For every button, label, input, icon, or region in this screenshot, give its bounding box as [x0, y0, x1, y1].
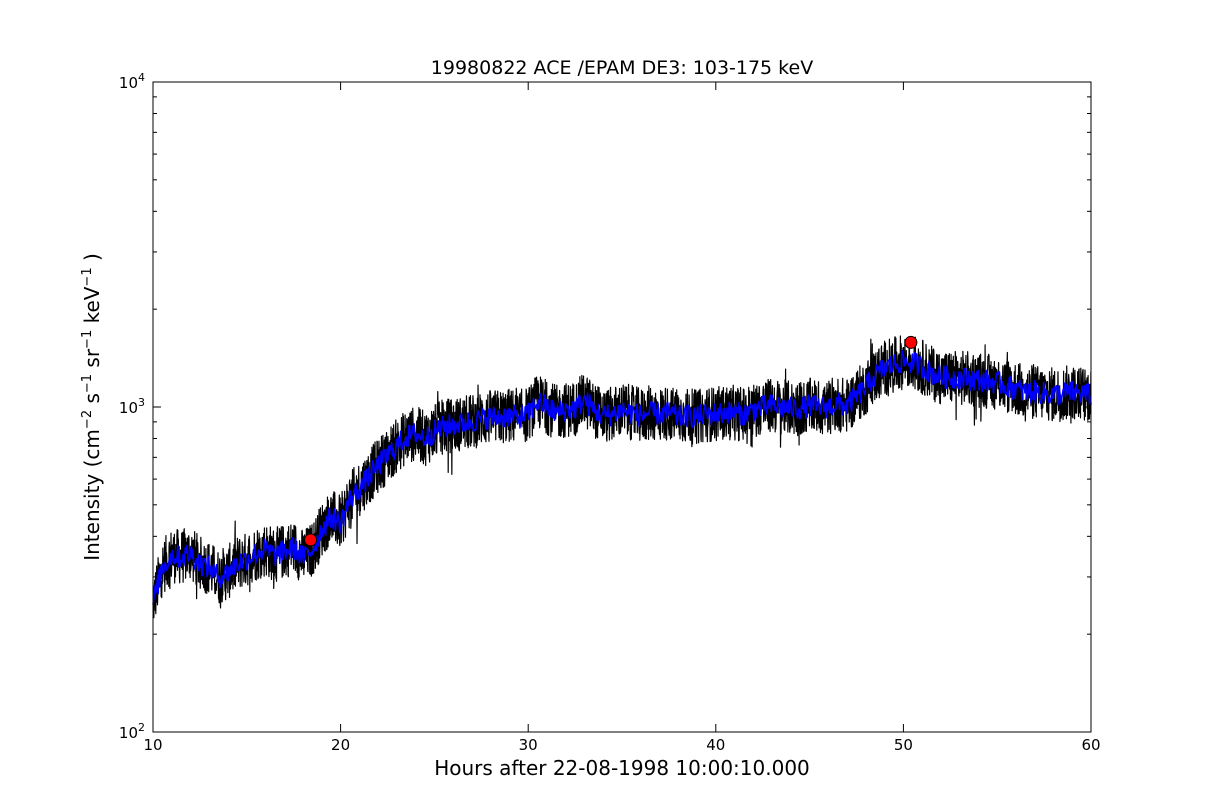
- marker-layer: [304, 335, 918, 547]
- marker-1: [904, 335, 918, 349]
- x-axis-label: Hours after 22-08-1998 10:00:10.000: [434, 756, 810, 780]
- series-line-1: [152, 349, 1092, 605]
- y-tick-label-0: 102: [119, 721, 145, 742]
- x-tick-label-1: 20: [331, 736, 350, 754]
- tick-layer: 10 20 30 40 50 60 102 103 104: [119, 71, 1101, 754]
- x-tick-label-0: 10: [143, 736, 162, 754]
- x-tick-label-4: 50: [894, 736, 913, 754]
- x-tick-label-5: 60: [1081, 736, 1100, 754]
- chart-title: 19980822 ACE /EPAM DE3: 103-175 keV: [431, 57, 813, 79]
- y-tick-label-1: 103: [119, 396, 145, 417]
- x-tick-label-2: 30: [519, 736, 538, 754]
- x-tick-label-3: 40: [706, 736, 725, 754]
- y-tick-label-2: 104: [119, 71, 145, 92]
- marker-0: [304, 533, 318, 547]
- y-axis-label: Intensity (cm−2 s−1 sr−1 keV−1 ): [80, 253, 104, 561]
- plot-frame: [152, 81, 1092, 733]
